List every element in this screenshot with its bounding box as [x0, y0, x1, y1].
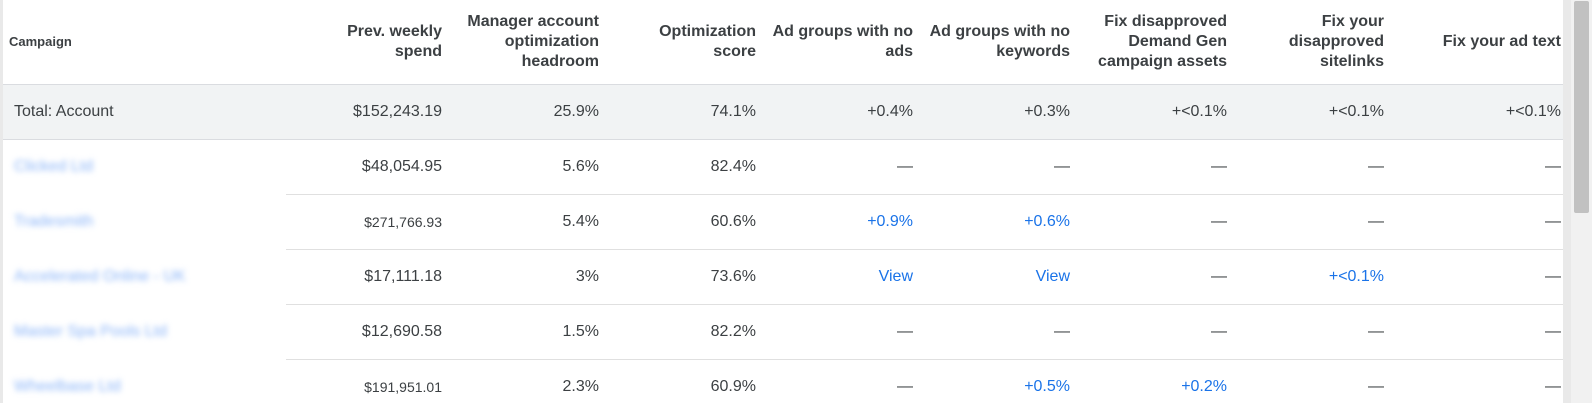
column-header-fix-sitelinks[interactable]: Fix your disapproved sitelinks — [1288, 12, 1384, 70]
total-no-ads: +0.4% — [756, 84, 913, 140]
table-row: Clicked Ltd $48,054.95 5.6% 82.4% — — — … — [3, 139, 1563, 195]
scrollbar-thumb[interactable] — [1574, 1, 1589, 213]
total-no-keywords: +0.3% — [913, 84, 1070, 140]
sitelinks-cell: — — [1227, 304, 1384, 360]
column-header-optimization-headroom[interactable]: Manager account optimization headroom — [467, 12, 599, 70]
score-cell: 82.2% — [599, 304, 756, 360]
column-header-prev-weekly-spend[interactable]: Prev. weekly spend — [347, 22, 442, 60]
total-spend: $152,243.19 — [286, 84, 442, 140]
headroom-cell: 2.3% — [442, 359, 599, 403]
demand-gen-cell: — — [1070, 249, 1227, 305]
sitelinks-cell: — — [1227, 359, 1384, 403]
vertical-scrollbar[interactable] — [1571, 0, 1592, 403]
total-sitelinks: +<0.1% — [1227, 84, 1384, 140]
spend-cell: $12,690.58 — [286, 304, 442, 360]
demand-gen-cell: — — [1070, 304, 1227, 360]
score-cell: 73.6% — [599, 249, 756, 305]
campaign-name-link[interactable]: Master Spa Pools Ltd — [14, 322, 167, 340]
headroom-cell: 1.5% — [442, 304, 599, 360]
score-cell: 60.6% — [599, 194, 756, 250]
demand-gen-cell: — — [1070, 139, 1227, 195]
ad-text-cell: — — [1384, 359, 1563, 403]
campaign-name-link[interactable]: Clicked Ltd — [14, 157, 94, 175]
ad-text-cell: — — [1384, 139, 1563, 195]
sitelinks-cell: — — [1227, 139, 1384, 195]
no-keywords-view-link[interactable]: View — [913, 249, 1070, 305]
spend-cell: $271,766.93 — [286, 194, 442, 250]
no-keywords-link[interactable]: +0.6% — [913, 194, 1070, 250]
total-account-row: Total: Account $152,243.19 25.9% 74.1% +… — [3, 84, 1563, 140]
demand-gen-link[interactable]: +0.2% — [1070, 359, 1227, 403]
headroom-cell: 5.4% — [442, 194, 599, 250]
column-header-ad-groups-no-ads[interactable]: Ad groups with no ads — [772, 22, 913, 60]
campaign-name-cell: Master Spa Pools Ltd — [3, 304, 286, 359]
ad-text-cell: — — [1384, 249, 1563, 305]
ad-text-cell: — — [1384, 304, 1563, 360]
spend-cell: $191,951.01 — [286, 359, 442, 403]
optimization-score-table-panel: Campaign Prev. weekly spend Manager acco… — [3, 0, 1563, 403]
no-keywords-cell: — — [913, 139, 1070, 195]
no-ads-cell: — — [756, 139, 913, 195]
total-ad-text: +<0.1% — [1384, 84, 1563, 140]
no-keywords-link[interactable]: +0.5% — [913, 359, 1070, 403]
column-header-campaign[interactable]: Campaign — [9, 33, 72, 49]
campaign-name-link[interactable]: Accelerated Online - UK — [14, 267, 186, 285]
sitelinks-cell: — — [1227, 194, 1384, 250]
headroom-cell: 3% — [442, 249, 599, 305]
ad-text-cell: — — [1384, 194, 1563, 250]
column-header-fix-demand-gen-assets[interactable]: Fix disapproved Demand Gen campaign asse… — [1098, 12, 1227, 70]
campaign-name-cell: Tradesmith — [3, 194, 286, 249]
campaign-name-cell: Wheelbase Ltd — [3, 359, 286, 403]
spend-cell: $48,054.95 — [286, 139, 442, 195]
no-ads-cell: — — [756, 359, 913, 403]
campaign-name-link[interactable]: Wheelbase Ltd — [14, 377, 121, 395]
table-row: Master Spa Pools Ltd $12,690.58 1.5% 82.… — [3, 304, 1563, 360]
total-headroom: 25.9% — [442, 84, 599, 140]
campaign-optimization-table: Campaign Prev. weekly spend Manager acco… — [3, 0, 1563, 403]
column-header-ad-groups-no-keywords[interactable]: Ad groups with no keywords — [929, 22, 1070, 60]
column-header-fix-ad-text[interactable]: Fix your ad text — [1442, 32, 1561, 50]
column-header-optimization-score[interactable]: Optimization score — [659, 22, 756, 60]
demand-gen-cell: — — [1070, 194, 1227, 250]
total-label: Total: Account — [3, 84, 286, 140]
campaign-name-cell: Clicked Ltd — [3, 139, 286, 194]
score-cell: 82.4% — [599, 139, 756, 195]
total-score: 74.1% — [599, 84, 756, 140]
table-row: Tradesmith $271,766.93 5.4% 60.6% +0.9% … — [3, 194, 1563, 250]
total-demand-gen: +<0.1% — [1070, 84, 1227, 140]
table-row: Wheelbase Ltd $191,951.01 2.3% 60.9% — +… — [3, 359, 1563, 403]
headroom-cell: 5.6% — [442, 139, 599, 195]
score-cell: 60.9% — [599, 359, 756, 403]
sitelinks-link[interactable]: +<0.1% — [1227, 249, 1384, 305]
no-ads-cell: — — [756, 304, 913, 360]
table-row: Accelerated Online - UK $17,111.18 3% 73… — [3, 249, 1563, 305]
campaign-name-cell: Accelerated Online - UK — [3, 249, 286, 304]
no-ads-view-link[interactable]: View — [756, 249, 913, 305]
no-keywords-cell: — — [913, 304, 1070, 360]
spend-cell: $17,111.18 — [286, 249, 442, 305]
table-header-row: Campaign Prev. weekly spend Manager acco… — [3, 0, 1563, 84]
no-ads-link[interactable]: +0.9% — [756, 194, 913, 250]
campaign-name-link[interactable]: Tradesmith — [14, 212, 94, 230]
